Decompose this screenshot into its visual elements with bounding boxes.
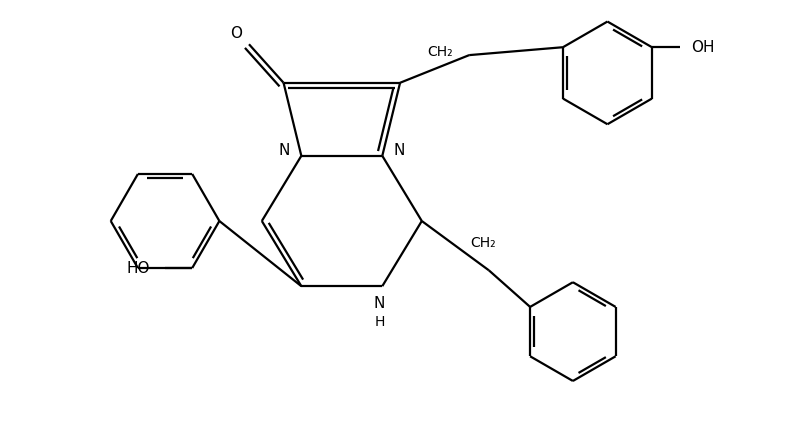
- Text: N: N: [278, 144, 290, 159]
- Text: N: N: [393, 144, 404, 159]
- Text: HO: HO: [126, 260, 149, 276]
- Text: N: N: [373, 296, 384, 311]
- Text: O: O: [230, 26, 242, 41]
- Text: CH₂: CH₂: [470, 236, 496, 250]
- Text: CH₂: CH₂: [427, 45, 452, 59]
- Text: OH: OH: [691, 40, 714, 55]
- Text: H: H: [374, 315, 384, 329]
